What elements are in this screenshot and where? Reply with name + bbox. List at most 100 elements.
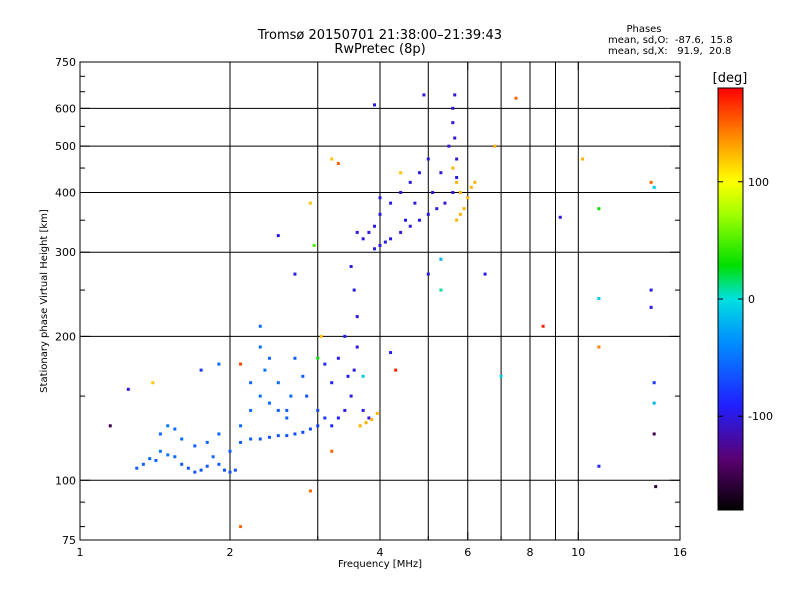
data-point (462, 207, 466, 211)
data-point (316, 424, 320, 428)
data-point (435, 207, 439, 211)
data-point (285, 434, 289, 438)
data-point (352, 288, 356, 292)
y-tick-label: 600 (55, 102, 76, 115)
data-point (343, 334, 347, 338)
legend-line-x: mean, sd,X: 91.9, 20.8 (608, 46, 731, 57)
data-point (453, 136, 457, 140)
data-point (293, 432, 297, 436)
data-point (223, 468, 227, 472)
data-point (373, 247, 377, 251)
data-point (346, 374, 350, 378)
data-point (370, 418, 374, 422)
data-point (258, 324, 262, 328)
x-tick-label: 1 (77, 546, 84, 559)
data-point (211, 455, 215, 459)
data-point (466, 196, 470, 200)
data-point (205, 440, 209, 444)
x-axis-label: Frequency [MHz] (338, 559, 422, 570)
data-point (308, 201, 312, 205)
data-point (166, 424, 170, 428)
data-point (654, 485, 658, 489)
colorbar-tick-label: 0 (748, 293, 755, 306)
y-tick-label: 400 (55, 186, 76, 199)
data-point (336, 356, 340, 360)
data-point (217, 462, 221, 466)
data-point (258, 437, 262, 441)
data-point (308, 489, 312, 493)
data-point (378, 212, 382, 216)
data-point (249, 381, 253, 385)
data-point (285, 416, 289, 420)
data-point (258, 345, 262, 349)
data-point (408, 224, 412, 228)
chart-title: Tromsø 20150701 21:38:00–21:39:43 (257, 28, 502, 43)
data-point (239, 424, 243, 428)
y-tick-label: 100 (55, 474, 76, 487)
data-point (293, 356, 297, 360)
data-point (451, 190, 455, 194)
data-point (263, 368, 267, 372)
x-tick-label: 16 (673, 546, 687, 559)
data-point (336, 416, 340, 420)
data-point (158, 432, 162, 436)
data-point (413, 201, 417, 205)
data-point (301, 374, 305, 378)
data-point (319, 334, 323, 338)
data-point (228, 470, 232, 474)
data-point (308, 427, 312, 431)
data-point (447, 144, 451, 148)
data-point (285, 408, 289, 412)
data-point (389, 351, 393, 355)
y-axis-label: Stationary phase Virtual Height [km] (39, 209, 50, 393)
data-point (154, 458, 158, 462)
data-point (581, 157, 585, 161)
data-point (186, 466, 190, 470)
data-point (330, 157, 334, 161)
data-point (558, 215, 562, 219)
data-point (453, 93, 457, 97)
data-point (355, 315, 359, 319)
data-point (403, 218, 407, 222)
data-point (389, 201, 393, 205)
data-point (426, 157, 430, 161)
data-point (443, 201, 447, 205)
data-point (458, 190, 462, 194)
data-point (389, 237, 393, 241)
data-point (330, 424, 334, 428)
data-point (305, 394, 309, 398)
data-point (373, 224, 377, 228)
data-point (399, 171, 403, 175)
data-point (378, 243, 382, 247)
data-point (652, 185, 656, 189)
data-point (289, 394, 293, 398)
data-point (293, 272, 297, 276)
data-point (330, 449, 334, 453)
data-point (193, 444, 197, 448)
data-point (451, 106, 455, 110)
data-point (276, 408, 280, 412)
data-point (267, 435, 271, 439)
data-point (276, 434, 280, 438)
data-point (199, 368, 203, 372)
data-point (180, 437, 184, 441)
data-point (205, 464, 209, 468)
data-point (493, 144, 497, 148)
data-point (199, 468, 203, 472)
colorbar-tick-label: 100 (748, 176, 769, 189)
data-point (239, 525, 243, 529)
data-point (483, 272, 487, 276)
data-point (455, 175, 459, 179)
data-point (367, 416, 371, 420)
data-point (276, 234, 280, 238)
data-point (135, 466, 139, 470)
data-point (469, 185, 473, 189)
data-point (173, 427, 177, 431)
data-point (323, 416, 327, 420)
data-point (367, 230, 371, 234)
data-point (652, 401, 656, 405)
data-point (408, 180, 412, 184)
data-point (233, 468, 237, 472)
data-point (455, 180, 459, 184)
legend-line-o: mean, sd,O: -87.6, 15.8 (608, 35, 733, 46)
